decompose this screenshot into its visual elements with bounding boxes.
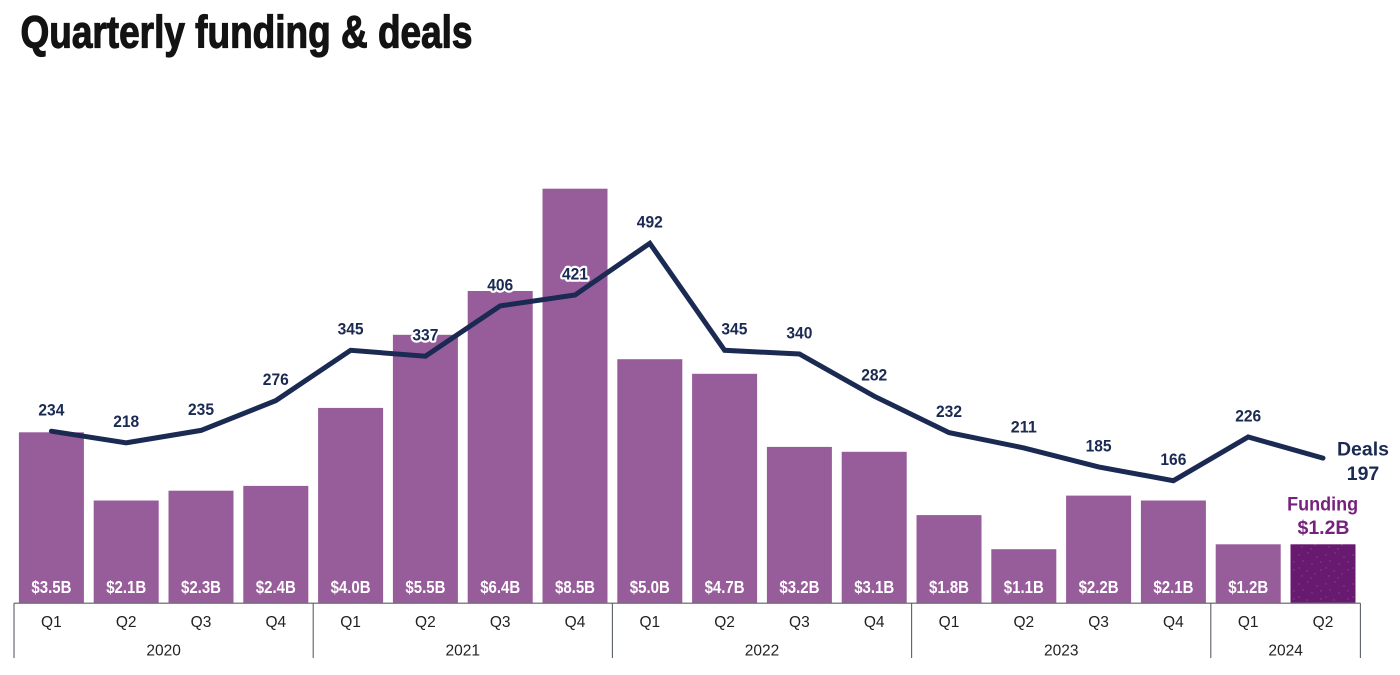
svg-text:$3.1B: $3.1B [854, 577, 894, 597]
svg-text:Q4: Q4 [1163, 614, 1184, 631]
svg-text:218: 218 [113, 413, 139, 431]
svg-text:Q1: Q1 [939, 614, 960, 631]
svg-text:$2.3B: $2.3B [181, 577, 221, 597]
svg-text:226: 226 [1235, 407, 1261, 425]
svg-text:234: 234 [38, 402, 65, 420]
svg-text:Q2: Q2 [714, 614, 735, 631]
svg-text:Q2: Q2 [1013, 614, 1034, 631]
svg-text:2022: 2022 [745, 642, 779, 659]
svg-text:$3.5B: $3.5B [31, 577, 71, 597]
svg-text:$2.1B: $2.1B [106, 577, 146, 597]
svg-text:2024: 2024 [1268, 642, 1303, 659]
svg-text:197: 197 [1347, 463, 1380, 485]
svg-text:$1.8B: $1.8B [929, 577, 969, 597]
svg-text:2023: 2023 [1044, 642, 1078, 659]
svg-text:2020: 2020 [146, 642, 181, 659]
svg-text:Deals: Deals [1337, 439, 1389, 461]
svg-text:$5.5B: $5.5B [405, 577, 445, 597]
svg-text:Q1: Q1 [639, 614, 660, 631]
svg-text:Q2: Q2 [415, 614, 436, 631]
svg-text:Q2: Q2 [1313, 614, 1334, 631]
svg-text:2021: 2021 [446, 642, 480, 659]
svg-text:282: 282 [861, 367, 887, 385]
svg-text:492: 492 [637, 214, 663, 232]
svg-text:$4.0B: $4.0B [331, 577, 371, 597]
svg-text:$6.4B: $6.4B [480, 577, 520, 597]
svg-text:$2.1B: $2.1B [1153, 577, 1193, 597]
svg-text:Q3: Q3 [789, 614, 810, 631]
svg-text:Q1: Q1 [340, 614, 361, 631]
svg-text:$1.2B: $1.2B [1297, 517, 1349, 539]
svg-text:$1.1B: $1.1B [1004, 577, 1044, 597]
svg-text:Q1: Q1 [1238, 614, 1259, 631]
svg-text:Q4: Q4 [864, 614, 885, 631]
svg-text:337: 337 [412, 327, 438, 345]
svg-text:Funding: Funding [1287, 494, 1358, 516]
svg-text:232: 232 [936, 403, 962, 421]
svg-text:276: 276 [263, 371, 289, 389]
svg-text:$2.2B: $2.2B [1079, 577, 1119, 597]
svg-text:Q3: Q3 [191, 614, 212, 631]
svg-text:Q3: Q3 [490, 614, 511, 631]
svg-text:Q4: Q4 [265, 614, 286, 631]
svg-text:Q1: Q1 [41, 614, 62, 631]
svg-text:Q4: Q4 [565, 614, 586, 631]
svg-text:235: 235 [188, 401, 214, 419]
svg-text:$3.2B: $3.2B [779, 577, 819, 597]
svg-text:$5.0B: $5.0B [630, 577, 670, 597]
svg-text:Quarterly funding & deals: Quarterly funding & deals [21, 7, 473, 58]
svg-text:$4.7B: $4.7B [705, 577, 745, 597]
svg-text:$8.5B: $8.5B [555, 577, 595, 597]
svg-text:340: 340 [786, 324, 812, 342]
svg-text:Q2: Q2 [116, 614, 137, 631]
svg-text:185: 185 [1086, 437, 1112, 455]
svg-text:211: 211 [1011, 418, 1037, 436]
svg-text:Q3: Q3 [1088, 614, 1109, 631]
svg-text:345: 345 [338, 321, 364, 339]
svg-text:421: 421 [562, 265, 588, 283]
svg-text:406: 406 [487, 276, 513, 294]
svg-text:$1.2B: $1.2B [1228, 577, 1268, 597]
svg-text:166: 166 [1160, 451, 1186, 469]
svg-text:345: 345 [721, 321, 747, 339]
svg-text:$2.4B: $2.4B [256, 577, 296, 597]
